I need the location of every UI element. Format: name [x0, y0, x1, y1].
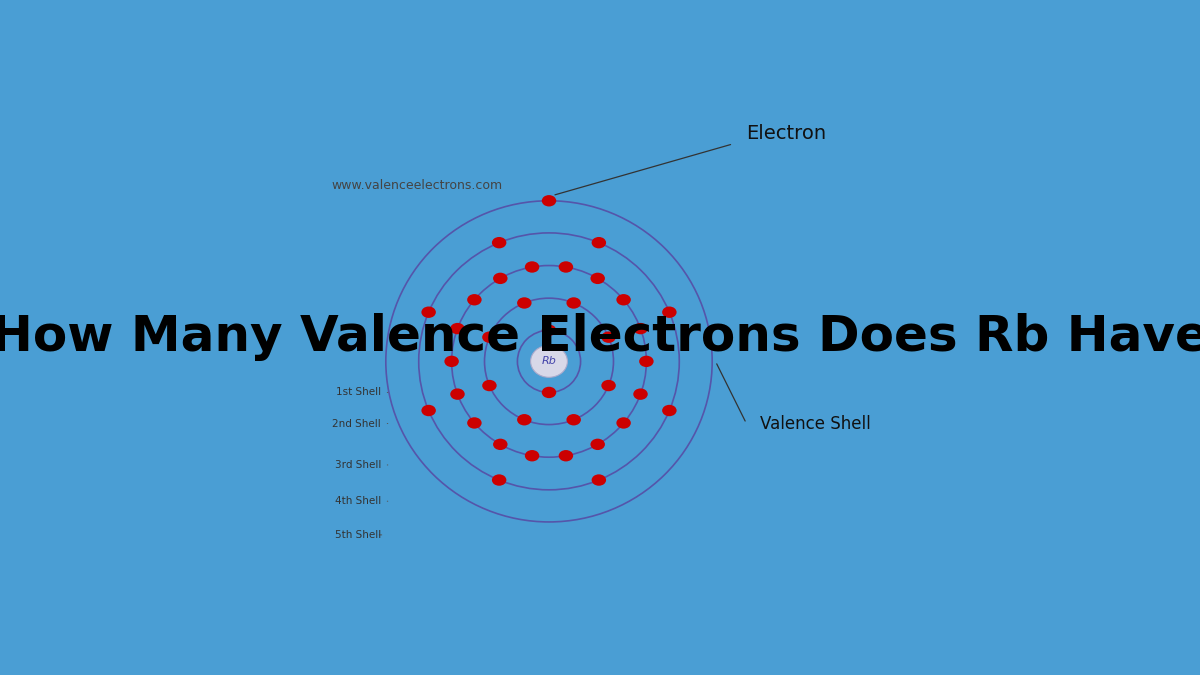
Circle shape	[592, 237, 606, 248]
Ellipse shape	[530, 346, 568, 377]
Circle shape	[662, 405, 677, 416]
Circle shape	[634, 323, 648, 334]
Circle shape	[617, 294, 631, 306]
Text: How Many Valence Electrons Does Rb Have: How Many Valence Electrons Does Rb Have	[0, 313, 1200, 362]
Circle shape	[493, 439, 508, 450]
Circle shape	[566, 414, 581, 425]
Circle shape	[444, 356, 458, 367]
Text: 1st Shell: 1st Shell	[336, 387, 382, 398]
Circle shape	[590, 439, 605, 450]
Circle shape	[517, 414, 532, 425]
Circle shape	[421, 405, 436, 416]
Circle shape	[541, 325, 557, 336]
Text: 5th Shell: 5th Shell	[335, 530, 382, 540]
Circle shape	[601, 380, 616, 392]
Circle shape	[541, 387, 557, 398]
Circle shape	[524, 450, 539, 462]
Circle shape	[493, 273, 508, 284]
Circle shape	[450, 323, 464, 334]
Circle shape	[640, 356, 654, 367]
Circle shape	[559, 450, 574, 462]
Circle shape	[592, 475, 606, 486]
Text: 4th Shell: 4th Shell	[335, 496, 382, 506]
Circle shape	[634, 388, 648, 400]
Circle shape	[492, 237, 506, 248]
Circle shape	[492, 475, 506, 486]
Circle shape	[467, 417, 481, 429]
Text: www.valenceelectrons.com: www.valenceelectrons.com	[332, 179, 503, 192]
Circle shape	[662, 306, 677, 318]
Circle shape	[541, 195, 557, 207]
Circle shape	[482, 380, 497, 392]
Circle shape	[559, 261, 574, 273]
Circle shape	[517, 297, 532, 308]
Circle shape	[524, 261, 539, 273]
Circle shape	[482, 331, 497, 343]
Circle shape	[467, 294, 481, 306]
Text: Rb: Rb	[541, 356, 557, 367]
Circle shape	[601, 331, 616, 343]
Text: 2nd Shell: 2nd Shell	[332, 418, 382, 429]
Text: 3rd Shell: 3rd Shell	[335, 460, 382, 470]
Circle shape	[450, 388, 464, 400]
Circle shape	[421, 306, 436, 318]
Text: Electron: Electron	[746, 124, 827, 143]
Circle shape	[566, 297, 581, 308]
Circle shape	[590, 273, 605, 284]
Text: Valence Shell: Valence Shell	[760, 414, 870, 433]
Circle shape	[617, 417, 631, 429]
